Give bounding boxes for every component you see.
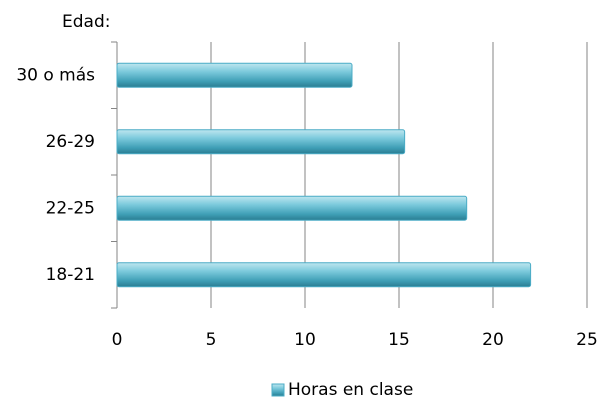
y-tick-label: 26-29 — [46, 132, 95, 152]
x-tick-label: 5 — [206, 330, 217, 350]
bar — [116, 262, 532, 288]
y-tick-label: 22-25 — [46, 198, 95, 218]
x-tick-label: 0 — [112, 330, 123, 350]
bar — [116, 195, 468, 221]
x-tick-label: 20 — [482, 330, 504, 350]
legend-marker — [271, 383, 285, 397]
y-tick-label: 18-21 — [46, 265, 95, 285]
bar — [116, 62, 353, 88]
x-tick-label: 15 — [388, 330, 410, 350]
y-axis-label: Edad: — [62, 12, 110, 32]
bar — [116, 129, 406, 155]
y-tick-label: 30 o más — [16, 65, 95, 85]
legend-label: Horas en clase — [288, 380, 413, 400]
x-tick-label: 25 — [576, 330, 598, 350]
x-tick-label: 10 — [294, 330, 316, 350]
